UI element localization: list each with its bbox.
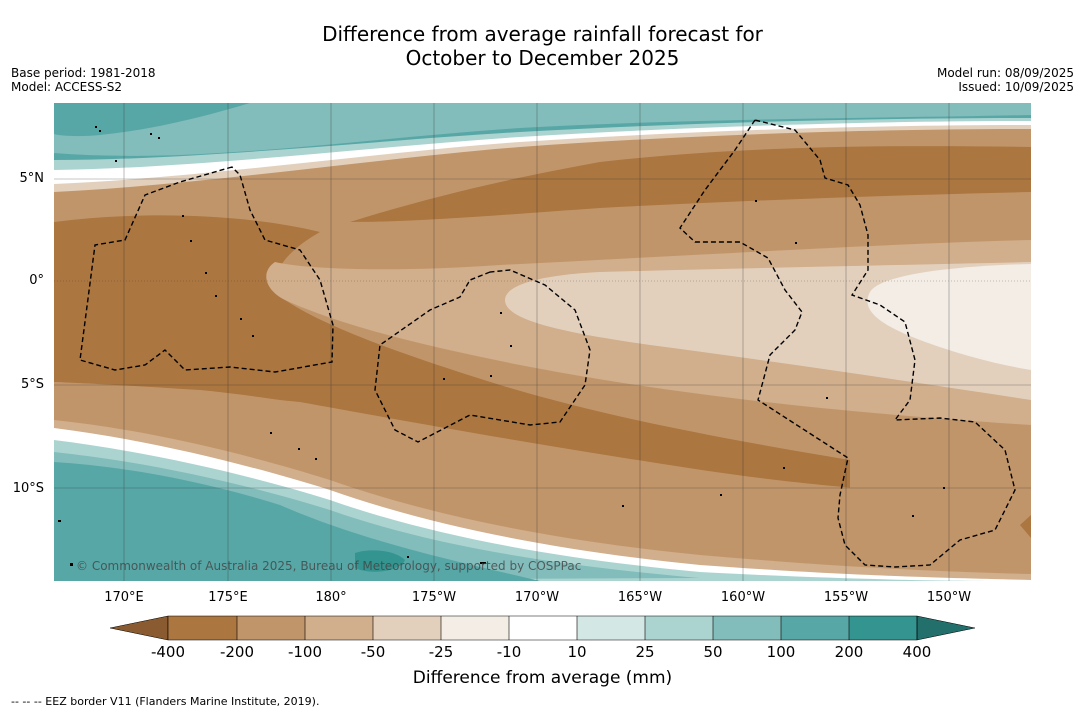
lat-label-5n: 5°N (19, 171, 45, 186)
lon-label-175w: 175°W (411, 590, 457, 605)
gridlines (54, 103, 1031, 581)
lat-label-10s: 10°S (12, 481, 44, 496)
eez-borders (79, 119, 1016, 568)
legend-tick: -10 (496, 643, 522, 661)
lon-label-175e: 175°E (208, 590, 248, 605)
legend-tick: 50 (703, 643, 723, 661)
legend-tick: -25 (428, 643, 454, 661)
lon-label-155w: 155°W (823, 590, 869, 605)
legend-tick: -200 (219, 643, 255, 661)
legend-tick: -50 (360, 643, 386, 661)
contour-north-neg200 (350, 146, 1031, 222)
meta-left: Base period: 1981-2018 Model: ACCESS-S2 (11, 66, 156, 94)
lat-label-5s: 5°S (20, 377, 44, 392)
legend-tick: -400 (150, 643, 186, 661)
meta-right: Model run: 08/09/2025 Issued: 10/09/2025 (937, 66, 1074, 94)
lon-label-160w: 160°W (720, 590, 766, 605)
eez-border-kiribati-west (79, 166, 334, 373)
lon-label-165w: 165°W (617, 590, 663, 605)
legend-colorbar (109, 615, 976, 641)
legend-swatch-5 (509, 616, 577, 640)
contour-north-light-teal (54, 103, 1031, 156)
legend-swatch-0 (168, 616, 237, 640)
model-run: Model run: 08/09/2025 (936, 66, 1074, 80)
legend-swatch-under (109, 615, 169, 641)
copyright-note: © Commonwealth of Australia 2025, Bureau… (76, 559, 582, 573)
legend-tick: 400 (902, 643, 932, 661)
legend-swatch-6 (577, 616, 645, 640)
legend-swatch-8 (713, 616, 781, 640)
lon-label-180: 180° (315, 590, 347, 605)
lon-label-170e: 170°E (104, 590, 144, 605)
legend-tick: 100 (766, 643, 796, 661)
legend-swatch-3 (373, 616, 441, 640)
contour-west-neg200 (54, 215, 850, 491)
title-line-2: October to December 2025 (405, 46, 680, 70)
legend-tick: 25 (635, 643, 655, 661)
legend-swatch-1 (237, 616, 305, 640)
legend-tick: 200 (834, 643, 864, 661)
eez-border-line-islands (679, 119, 1016, 568)
eez-footnote: -- -- -- EEZ border V11 (Flanders Marine… (11, 695, 320, 708)
model-name: Model: ACCESS-S2 (11, 80, 123, 94)
contour-south-teal (54, 462, 540, 581)
lat-label-0: 0° (29, 273, 44, 288)
legend-swatch-7 (645, 616, 713, 640)
map-title: Difference from average rainfall forecas… (0, 22, 1085, 70)
issued-date: Issued: 10/09/2025 (958, 80, 1074, 94)
legend-swatch-over (916, 615, 976, 641)
contour-south-teal-dark (355, 550, 405, 572)
legend-swatch-9 (781, 616, 849, 640)
legend-swatch-2 (305, 616, 373, 640)
legend-tick: 10 (567, 643, 587, 661)
base-period: Base period: 1981-2018 (11, 66, 156, 80)
eez-border-phoenix (374, 269, 591, 443)
contour-north-teal (54, 103, 250, 137)
lon-label-170w: 170°W (514, 590, 560, 605)
lon-label-150w: 150°W (926, 590, 972, 605)
legend-title: Difference from average (mm) (412, 668, 673, 688)
legend-tick: -100 (287, 643, 323, 661)
island-markers (58, 126, 945, 566)
legend-swatch-10 (849, 616, 917, 640)
title-line-1: Difference from average rainfall forecas… (322, 22, 763, 46)
map-contours (54, 103, 1031, 581)
contour-south-neg100 (54, 382, 1031, 544)
legend-swatch-4 (441, 616, 509, 640)
